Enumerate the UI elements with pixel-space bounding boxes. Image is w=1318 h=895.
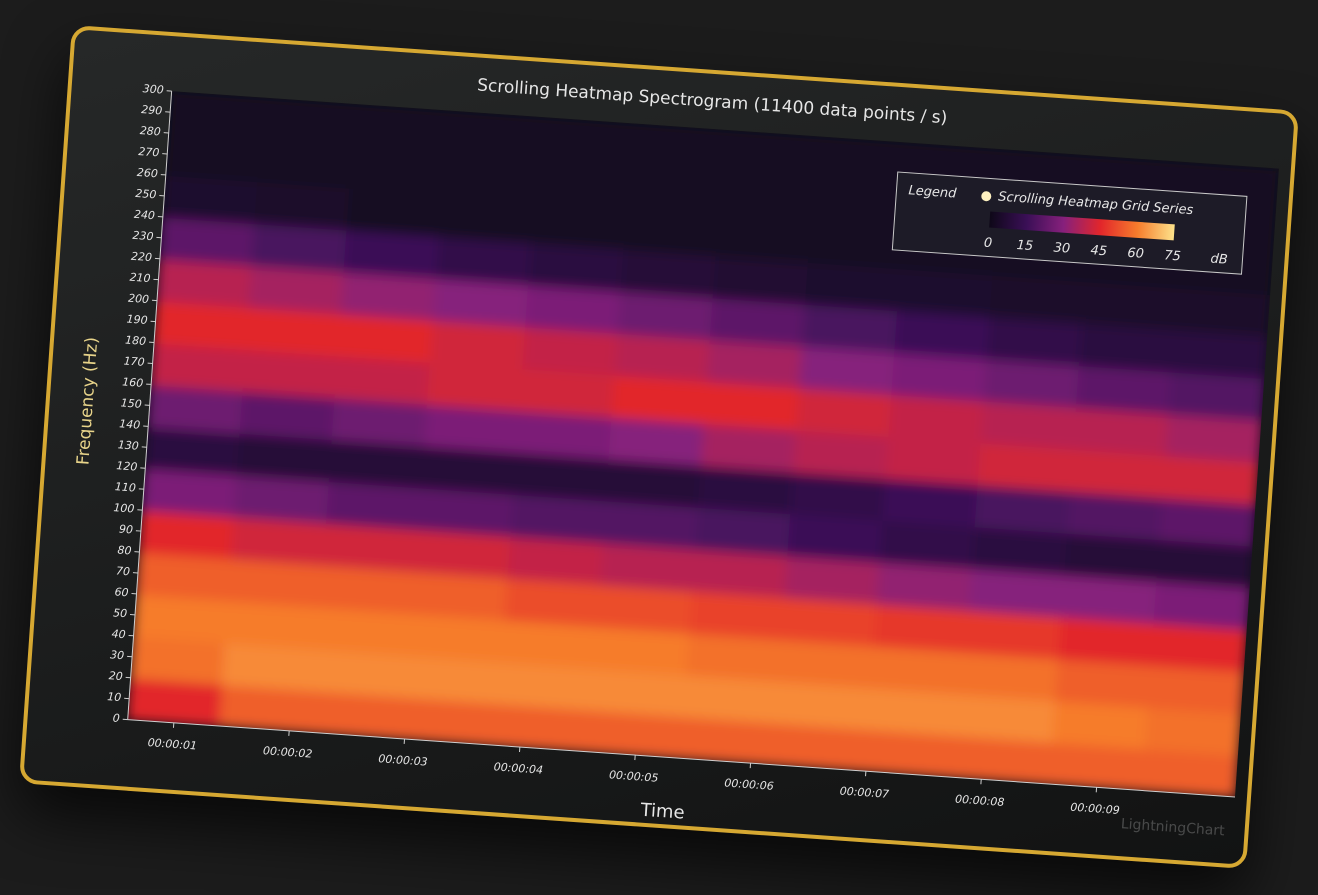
x-tick-label: 00:00:09 — [1070, 801, 1120, 817]
y-tick-label: 210 — [129, 271, 151, 285]
y-tick-label: 220 — [131, 250, 153, 264]
y-tick-label: 290 — [141, 103, 163, 117]
y-tick-label: 80 — [117, 543, 132, 557]
y-tick-label: 150 — [120, 396, 142, 410]
y-tick-label: 140 — [119, 417, 141, 431]
x-tick-label: 00:00:08 — [955, 793, 1005, 809]
y-tick-label: 90 — [119, 523, 134, 537]
colorbar-tick-label: 60 — [1127, 246, 1145, 262]
y-tick-label: 200 — [128, 292, 150, 306]
y-tick-label: 70 — [116, 564, 131, 578]
y-tick-label: 30 — [110, 648, 125, 662]
y-tick-label: 230 — [132, 229, 154, 243]
watermark: LightningChart — [1120, 816, 1225, 839]
y-tick-label: 50 — [113, 606, 128, 620]
y-tick-label: 130 — [117, 438, 139, 452]
y-tick-label: 260 — [136, 166, 158, 180]
y-tick-label: 40 — [111, 627, 126, 641]
x-tick-label: 00:00:01 — [147, 736, 197, 752]
y-tick-label: 240 — [133, 208, 155, 222]
y-tick-label: 170 — [123, 354, 145, 368]
y-tick-label: 300 — [142, 82, 164, 96]
y-tick-label: 250 — [135, 187, 157, 201]
y-tick-label: 60 — [114, 585, 129, 599]
y-axis-label: Frequency (Hz) — [73, 336, 102, 465]
heat-cell — [260, 97, 357, 147]
x-axis-label: Time — [639, 800, 685, 824]
x-tick-label: 00:00:07 — [839, 784, 889, 800]
colorbar-tick-label: 15 — [1016, 238, 1034, 254]
heat-cell — [629, 122, 726, 172]
y-tick-label: 270 — [138, 145, 160, 159]
heat-cell — [721, 129, 818, 179]
y-tick-label: 0 — [112, 712, 120, 725]
y-tick-label: 20 — [108, 669, 123, 683]
y-tick-label: 160 — [122, 375, 144, 389]
heat-cell — [444, 109, 541, 159]
y-tick-label: 280 — [139, 124, 161, 138]
chart-card: Scrolling Heatmap Spectrogram (11400 dat… — [19, 25, 1299, 869]
y-tick-label: 120 — [116, 459, 138, 473]
x-tick-label: 00:00:02 — [263, 744, 313, 760]
heat-cell — [352, 103, 449, 153]
heat-cell — [537, 116, 634, 166]
x-tick-label: 00:00:06 — [724, 776, 774, 792]
colorbar-tick-label: 0 — [983, 236, 992, 252]
y-tick-label: 110 — [114, 480, 136, 494]
colorbar-unit: dB — [1210, 252, 1228, 268]
y-tick-label: 190 — [126, 313, 148, 327]
y-tick-label: 180 — [125, 334, 147, 348]
x-tick-label: 00:00:05 — [609, 768, 659, 784]
colorbar-tick-label: 75 — [1164, 248, 1182, 264]
colorbar-tick-label: 45 — [1090, 243, 1108, 259]
heat-cell — [168, 90, 265, 140]
chart: Scrolling Heatmap Spectrogram (11400 dat… — [23, 29, 1294, 864]
y-tick-label: 100 — [113, 501, 135, 515]
colorbar-tick-label: 30 — [1053, 241, 1071, 257]
page: Scrolling Heatmap Spectrogram (11400 dat… — [0, 0, 1318, 895]
heat-cell — [814, 135, 911, 185]
y-tick-label: 10 — [107, 690, 122, 704]
x-tick-label: 00:00:03 — [378, 752, 428, 768]
x-tick-label: 00:00:04 — [493, 760, 543, 776]
